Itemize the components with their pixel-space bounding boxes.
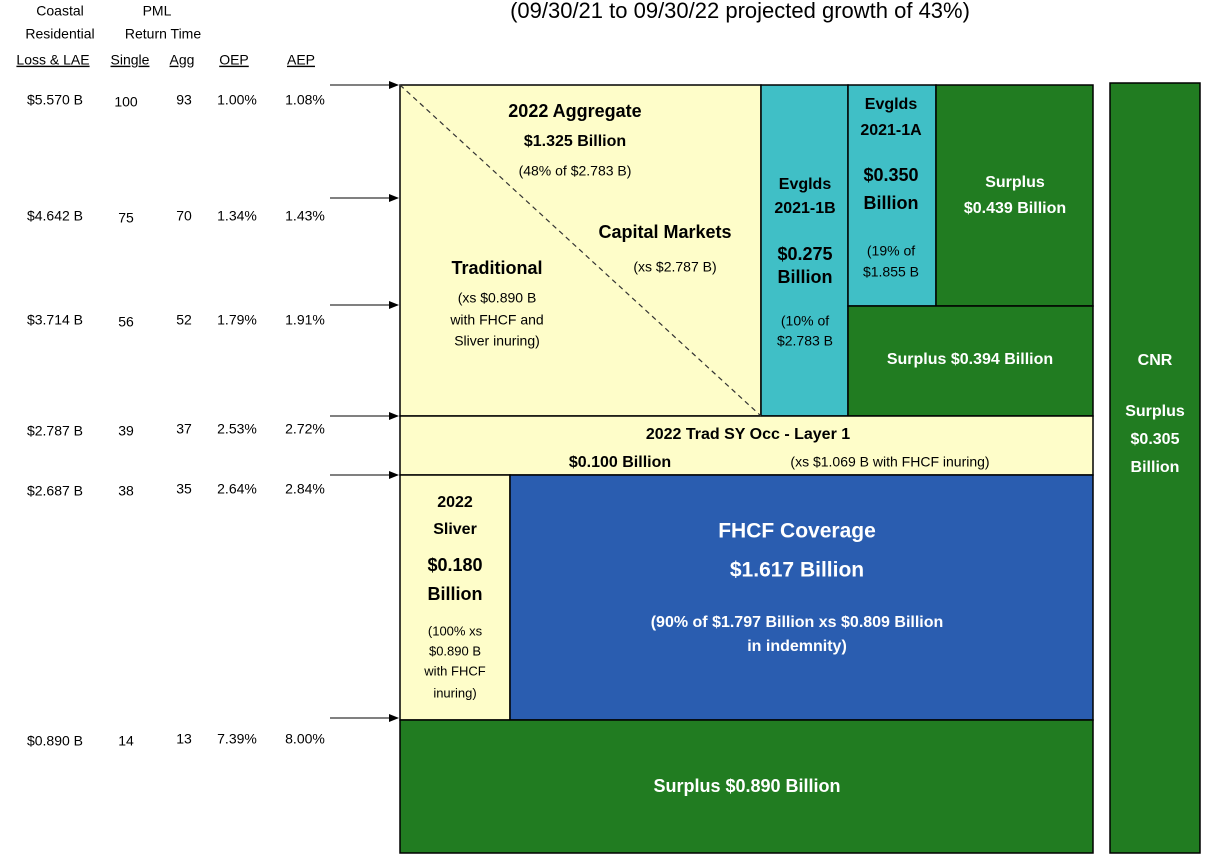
table-cell: 1.91% (285, 312, 325, 328)
layer-label: (90% of $1.797 Billion xs $0.809 Billion (651, 614, 944, 631)
layer-label: CNR (1138, 352, 1173, 369)
layer-label: Sliver inuring) (454, 333, 540, 349)
table-cell: 35 (176, 481, 192, 497)
table-cell: 14 (118, 733, 134, 749)
layer-label: Surplus $0.394 Billion (887, 351, 1053, 368)
layer-label: Surplus (985, 174, 1045, 191)
table-cell: 93 (176, 92, 192, 108)
table-cell: 2.72% (285, 421, 325, 437)
table-cell: $3.714 B (27, 312, 83, 328)
table-cell: 39 (118, 423, 134, 439)
table-cell: $2.787 B (27, 423, 83, 439)
layer-label: $0.275 (777, 244, 832, 264)
table-header: Coastal (36, 3, 83, 19)
table-cell: $5.570 B (27, 92, 83, 108)
table-cell: 2.64% (217, 481, 257, 497)
table-cell: 1.00% (217, 92, 257, 108)
table-cell: $2.687 B (27, 483, 83, 499)
layer-box (847, 305, 1094, 417)
layer-label: Billion (428, 584, 483, 604)
layer-label: (19% of (867, 243, 915, 259)
layer-box (399, 415, 1094, 476)
table-cell: 38 (118, 483, 134, 499)
layer-label: Sliver (433, 521, 477, 538)
layer-box (847, 84, 937, 307)
layer-label: 2022 (437, 494, 473, 511)
table-header: AEP (287, 52, 315, 68)
layer-box (935, 84, 1094, 307)
layer-label: $0.350 (863, 165, 918, 185)
layer-label: 2021-1A (860, 122, 922, 139)
table-cell: 56 (118, 314, 134, 330)
table-cell: $4.642 B (27, 208, 83, 224)
layer-label: $2.783 B (777, 333, 833, 349)
layer-label: with FHCF (423, 663, 485, 678)
layer-label: $0.305 (1131, 431, 1180, 448)
table-cell: 1.43% (285, 208, 325, 224)
table-cell: 37 (176, 421, 192, 437)
layer-label: inuring) (433, 685, 476, 700)
table-cell: 1.08% (285, 92, 325, 108)
layer-box (509, 474, 1094, 721)
table-cell: 52 (176, 312, 192, 328)
layer-label: Capital Markets (598, 222, 731, 242)
layer-label: Evglds (865, 96, 918, 113)
layer-label: Surplus $0.890 Billion (653, 776, 840, 796)
layer-label: (100% xs (428, 623, 483, 638)
table-header: PML (143, 3, 172, 19)
subtitle: (09/30/21 to 09/30/22 projected growth o… (510, 0, 970, 23)
layer-label: Billion (864, 193, 919, 213)
layer-label: (10% of (781, 313, 829, 329)
table-header: Loss & LAE (16, 52, 89, 68)
layer-label: $1.325 Billion (524, 133, 626, 150)
layer-label: 2022 Trad SY Occ - Layer 1 (646, 426, 850, 443)
layer-box (1109, 82, 1201, 854)
diagonal-divider (399, 84, 762, 417)
arrows (330, 81, 399, 722)
layer-label: Evglds (779, 176, 832, 193)
layer-label: $0.100 Billion (569, 454, 671, 471)
layer-label: $0.439 Billion (964, 200, 1066, 217)
layer-box (760, 84, 849, 417)
table-header: Residential (25, 26, 94, 42)
table-header: Agg (170, 52, 195, 68)
layer-label: Billion (778, 267, 833, 287)
layer-label: $1.855 B (863, 264, 919, 280)
layer-label: Billion (1131, 459, 1180, 476)
table-cell: 13 (176, 731, 192, 747)
layer-label: Traditional (451, 258, 542, 278)
table-cell: 1.34% (217, 208, 257, 224)
layer-label: in indemnity) (747, 638, 847, 655)
layer-label: FHCF Coverage (718, 520, 876, 543)
layer-label: $1.617 Billion (730, 559, 864, 582)
table-header: Single (111, 52, 150, 68)
table-cell: 1.79% (217, 312, 257, 328)
layer-label: 2021-1B (774, 200, 835, 217)
layer-label: with FHCF and (449, 312, 543, 328)
layer-label: (48% of $2.783 B) (519, 163, 632, 179)
table-cell: 2.84% (285, 481, 325, 497)
table-header: Return Time (125, 26, 201, 42)
table-cell: 7.39% (217, 731, 257, 747)
layer-label: $0.890 B (429, 643, 481, 658)
layer-label: (xs $1.069 B with FHCF inuring) (790, 454, 989, 470)
table-cell: 100 (114, 94, 138, 110)
table-cell: $0.890 B (27, 733, 83, 749)
layer-label: $0.180 (427, 555, 482, 575)
table-cell: 2.53% (217, 421, 257, 437)
layer-label: Surplus (1125, 403, 1185, 420)
layer-box (399, 474, 511, 721)
layer-box (399, 719, 1094, 854)
layer-label: (xs $0.890 B (458, 290, 537, 306)
table-cell: 75 (118, 210, 134, 226)
layer-label: 2022 Aggregate (508, 101, 641, 121)
layer-label: (xs $2.787 B) (633, 259, 716, 275)
table-cell: 70 (176, 208, 192, 224)
table-cell: 8.00% (285, 731, 325, 747)
table-header: OEP (219, 52, 249, 68)
